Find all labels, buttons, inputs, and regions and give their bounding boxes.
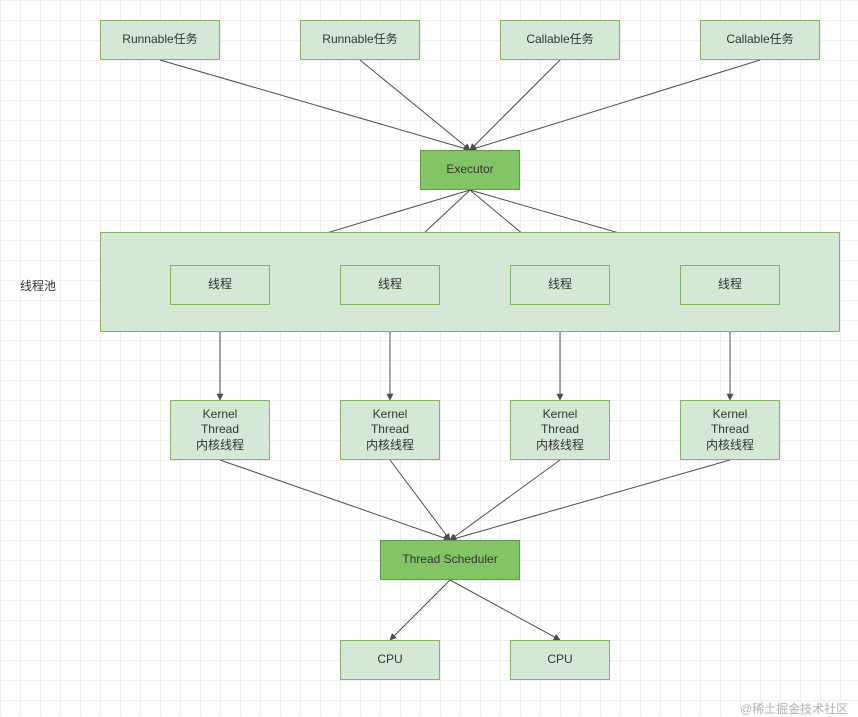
edge-kt1-scheduler [220,460,450,540]
edge-task4-executor [470,60,760,150]
edge-kt4-scheduler [450,460,730,540]
watermark: @稀土掘金技术社区 [740,700,848,717]
node-executor: Executor [420,150,520,190]
thread-pool-label: 线程池 [20,277,56,294]
node-task2: Runnable任务 [300,20,420,60]
edge-scheduler-cpu1 [390,580,450,640]
edge-task2-executor [360,60,470,150]
node-kt1: Kernel Thread 内核线程 [170,400,270,460]
edge-task3-executor [470,60,560,150]
node-kt4: Kernel Thread 内核线程 [680,400,780,460]
edge-task1-executor [160,60,470,150]
edge-kt2-scheduler [390,460,450,540]
diagram-canvas: Runnable任务 Runnable任务 Callable任务 Callable任务… [0,0,858,716]
node-cpu1: CPU [340,640,440,680]
node-task4: Callable任务 [700,20,820,60]
node-kt3: Kernel Thread 内核线程 [510,400,610,460]
node-thread2: 线程 [340,265,440,305]
node-kt2: Kernel Thread 内核线程 [340,400,440,460]
edge-kt3-scheduler [450,460,560,540]
node-task3: Callable任务 [500,20,620,60]
node-thread4: 线程 [680,265,780,305]
node-task1: Runnable任务 [100,20,220,60]
node-thread3: 线程 [510,265,610,305]
edges-layer [0,0,858,716]
node-cpu2: CPU [510,640,610,680]
edge-scheduler-cpu2 [450,580,560,640]
node-scheduler: Thread Scheduler [380,540,520,580]
node-thread1: 线程 [170,265,270,305]
